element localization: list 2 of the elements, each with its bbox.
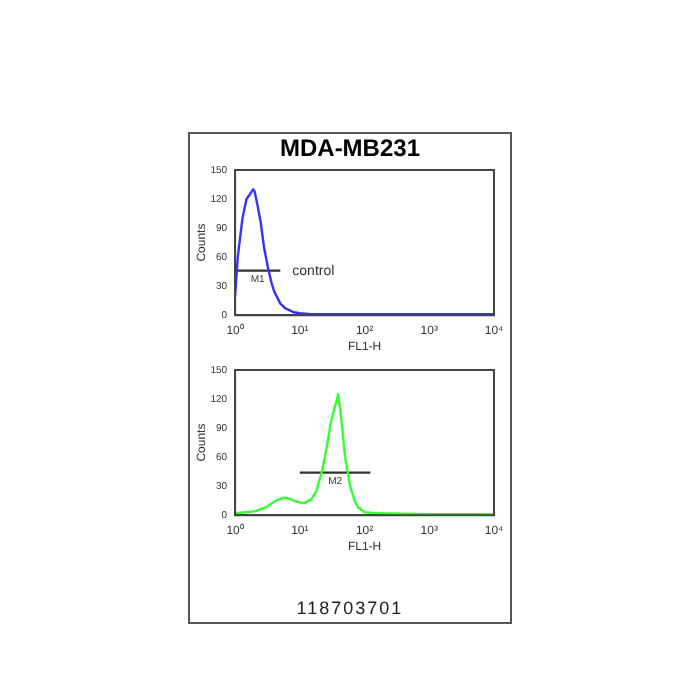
chart-title: MDA-MB231 [279, 134, 420, 162]
text: 118703701 [296, 598, 404, 618]
